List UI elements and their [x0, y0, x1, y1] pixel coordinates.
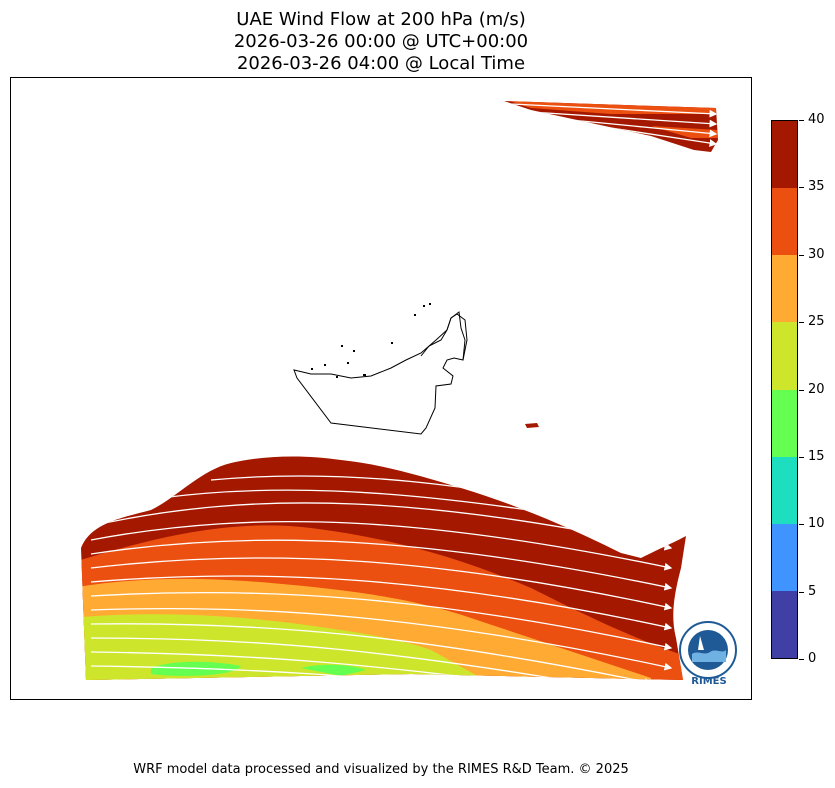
rimes-logo: RIMES: [679, 621, 737, 686]
colorbar-tick: [799, 322, 804, 323]
colorbar-segment-0-5: [772, 590, 797, 658]
colorbar-tick-label: 0: [808, 651, 817, 666]
colorbar-segment-30-35: [772, 188, 797, 256]
colorbar-tick-label: 15: [808, 449, 825, 464]
colorbar-tick: [799, 120, 804, 121]
uae-outline: [293, 311, 468, 435]
colorbar-tick: [799, 187, 804, 188]
colorbar: [771, 120, 798, 659]
colorbar-segment-5-10: [772, 523, 797, 591]
colorbar-tick: [799, 524, 804, 525]
map-title: UAE Wind Flow at 200 hPa (m/s): [236, 9, 526, 30]
colorbar-tick: [799, 592, 804, 593]
footer-credit: WRF model data processed and visualized …: [133, 762, 629, 777]
south-wind-patch: [81, 103, 718, 680]
north-streamlines: [510, 103, 718, 147]
utc-time: 2026-03-26 00:00 @ UTC+00:00: [233, 31, 529, 52]
colorbar-segment-25-30: [772, 255, 797, 323]
colorbar-segment-35-40: [772, 121, 797, 189]
colorbar-segment-10-15: [772, 456, 797, 524]
colorbar-tick-label: 30: [808, 247, 825, 262]
colorbar-tick-label: 5: [808, 584, 817, 599]
colorbar-tick-label: 40: [808, 112, 825, 127]
small-wind-patch: [525, 423, 539, 428]
colorbar-tick-label: 25: [808, 314, 825, 329]
uae-islands: [311, 303, 431, 378]
wind-map: [81, 101, 718, 680]
map-panel: [10, 77, 752, 700]
logo-text: RIMES: [691, 676, 726, 686]
colorbar-tick: [799, 390, 804, 391]
colorbar-tick: [799, 659, 804, 660]
colorbar-segment-20-25: [772, 322, 797, 390]
north-wind-patch: [504, 101, 718, 152]
colorbar-segment-15-20: [772, 389, 797, 457]
colorbar-tick: [799, 255, 804, 256]
colorbar-tick-label: 35: [808, 179, 825, 194]
local-time: 2026-03-26 04:00 @ Local Time: [236, 53, 526, 74]
colorbar-tick: [799, 457, 804, 458]
colorbar-tick-label: 20: [808, 382, 825, 397]
colorbar-tick-label: 10: [808, 516, 825, 531]
